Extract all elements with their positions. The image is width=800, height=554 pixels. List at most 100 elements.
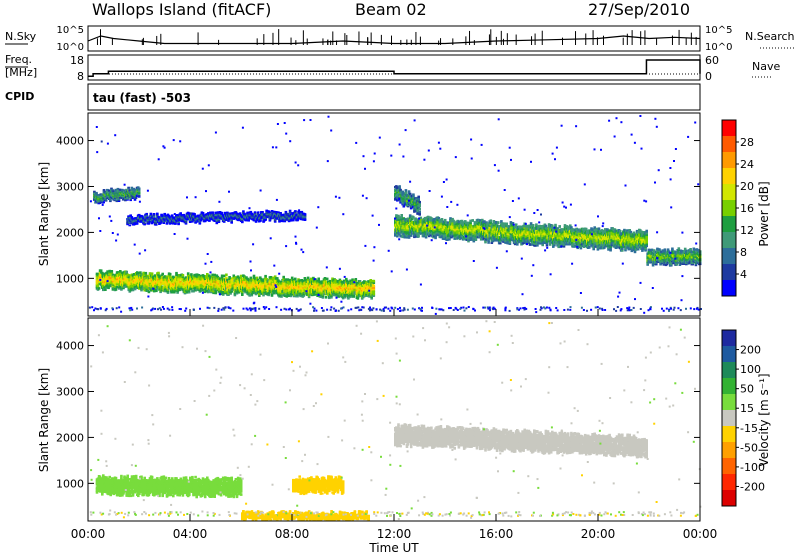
noise-sky-trace xyxy=(87,35,701,45)
echo-cell xyxy=(111,273,115,277)
echo-cell xyxy=(181,274,185,277)
echo-cell xyxy=(192,289,195,293)
echo-cell xyxy=(220,274,224,278)
echo-cell xyxy=(121,271,124,274)
date-title: 27/Sep/2010 xyxy=(588,0,690,19)
echo-cell xyxy=(227,293,230,296)
echo-cell xyxy=(168,272,172,276)
echo-cell xyxy=(417,234,420,238)
echo-cell xyxy=(237,286,241,289)
echo-cell xyxy=(180,281,184,285)
echo-cell xyxy=(229,292,232,295)
echo-cell xyxy=(168,274,172,278)
nave-label: Nave xyxy=(752,60,780,73)
cpid-text: tau (fast) -503 xyxy=(93,91,191,105)
noise-right-tick-top: 10^5 xyxy=(705,25,732,36)
echo-cell xyxy=(106,270,109,273)
echo-cell xyxy=(214,290,218,293)
echo-cell xyxy=(238,289,242,293)
echo-cell xyxy=(178,277,181,280)
echo-cell xyxy=(142,273,145,276)
echo-cell xyxy=(152,213,156,215)
echo-cell xyxy=(221,293,225,296)
echo-cell xyxy=(103,272,106,276)
echo-cell xyxy=(231,282,234,285)
noise-right-tick-bottom: 10^0 xyxy=(705,42,732,53)
echo-cell xyxy=(177,278,180,282)
echo-cell xyxy=(211,211,214,214)
echo-cell xyxy=(119,273,122,276)
echo-cell xyxy=(129,288,133,292)
echo-cell xyxy=(147,290,151,294)
echo-cell xyxy=(251,289,255,293)
noise-left-tick-bottom: 10^0 xyxy=(57,42,84,53)
echo-cell xyxy=(150,274,154,277)
noise-sky-line xyxy=(87,29,701,45)
echo-cell xyxy=(185,291,189,294)
echo-cell xyxy=(176,291,179,294)
echo-cell xyxy=(251,291,255,295)
echo-cell xyxy=(221,290,225,293)
echo-cell xyxy=(211,273,214,277)
beam-title: Beam 02 xyxy=(355,0,427,19)
echo-cell xyxy=(111,280,115,283)
echo-cell xyxy=(250,293,254,297)
echo-cell xyxy=(211,275,214,278)
echo-cell xyxy=(148,272,152,275)
echo-cell xyxy=(159,277,162,281)
echo-cell xyxy=(95,191,98,194)
echo-cell xyxy=(248,294,251,297)
echo-cell xyxy=(238,212,242,214)
echo-cell xyxy=(237,276,241,280)
echo-cell xyxy=(241,279,244,282)
echo-cell xyxy=(97,287,101,290)
echo-cell xyxy=(105,286,108,289)
echo-cell xyxy=(233,293,237,297)
echo-cell xyxy=(279,212,282,214)
echo-cell xyxy=(193,213,196,215)
echo-cell xyxy=(137,272,140,275)
echo-cell xyxy=(216,275,220,279)
echo-cell xyxy=(206,282,209,286)
echo-cell xyxy=(178,282,181,285)
echo-cell xyxy=(284,210,288,213)
echo-cell xyxy=(244,290,247,294)
echo-cell xyxy=(155,289,158,293)
echo-cell xyxy=(174,289,177,292)
echo-cell xyxy=(254,287,258,291)
echo-cell xyxy=(139,279,142,282)
echo-cell xyxy=(241,293,244,296)
echo-cell xyxy=(232,276,236,279)
echo-cell xyxy=(249,210,253,213)
echo-cell xyxy=(159,284,162,287)
echo-cell xyxy=(157,273,160,276)
echo-cell xyxy=(133,198,137,201)
echo-cell xyxy=(254,284,258,288)
echo-cell xyxy=(204,289,208,293)
echo-cell xyxy=(150,272,154,275)
echo-cell xyxy=(166,291,170,294)
echo-cell xyxy=(217,278,221,282)
echo-cell xyxy=(122,286,125,290)
echo-cell xyxy=(128,290,132,293)
echo-cell xyxy=(230,280,233,283)
echo-cell xyxy=(143,288,146,292)
echo-cell xyxy=(261,211,264,213)
echo-cell xyxy=(127,186,130,189)
echo-cell xyxy=(253,277,257,280)
echo-cell xyxy=(160,288,163,292)
echo-cell xyxy=(133,279,137,283)
echo-cell xyxy=(210,290,213,294)
noise-panel-frame xyxy=(87,25,701,52)
echo-cell xyxy=(212,289,215,293)
echo-cell xyxy=(186,272,190,275)
echo-cell xyxy=(139,285,142,289)
echo-cell xyxy=(149,289,153,292)
echo-cell xyxy=(206,281,209,284)
echo-cell xyxy=(199,277,203,281)
freq-label-bottom: [MHz] xyxy=(5,66,37,79)
echo-cell xyxy=(142,271,145,275)
echo-cell xyxy=(200,283,204,287)
echo-cell xyxy=(190,287,193,291)
